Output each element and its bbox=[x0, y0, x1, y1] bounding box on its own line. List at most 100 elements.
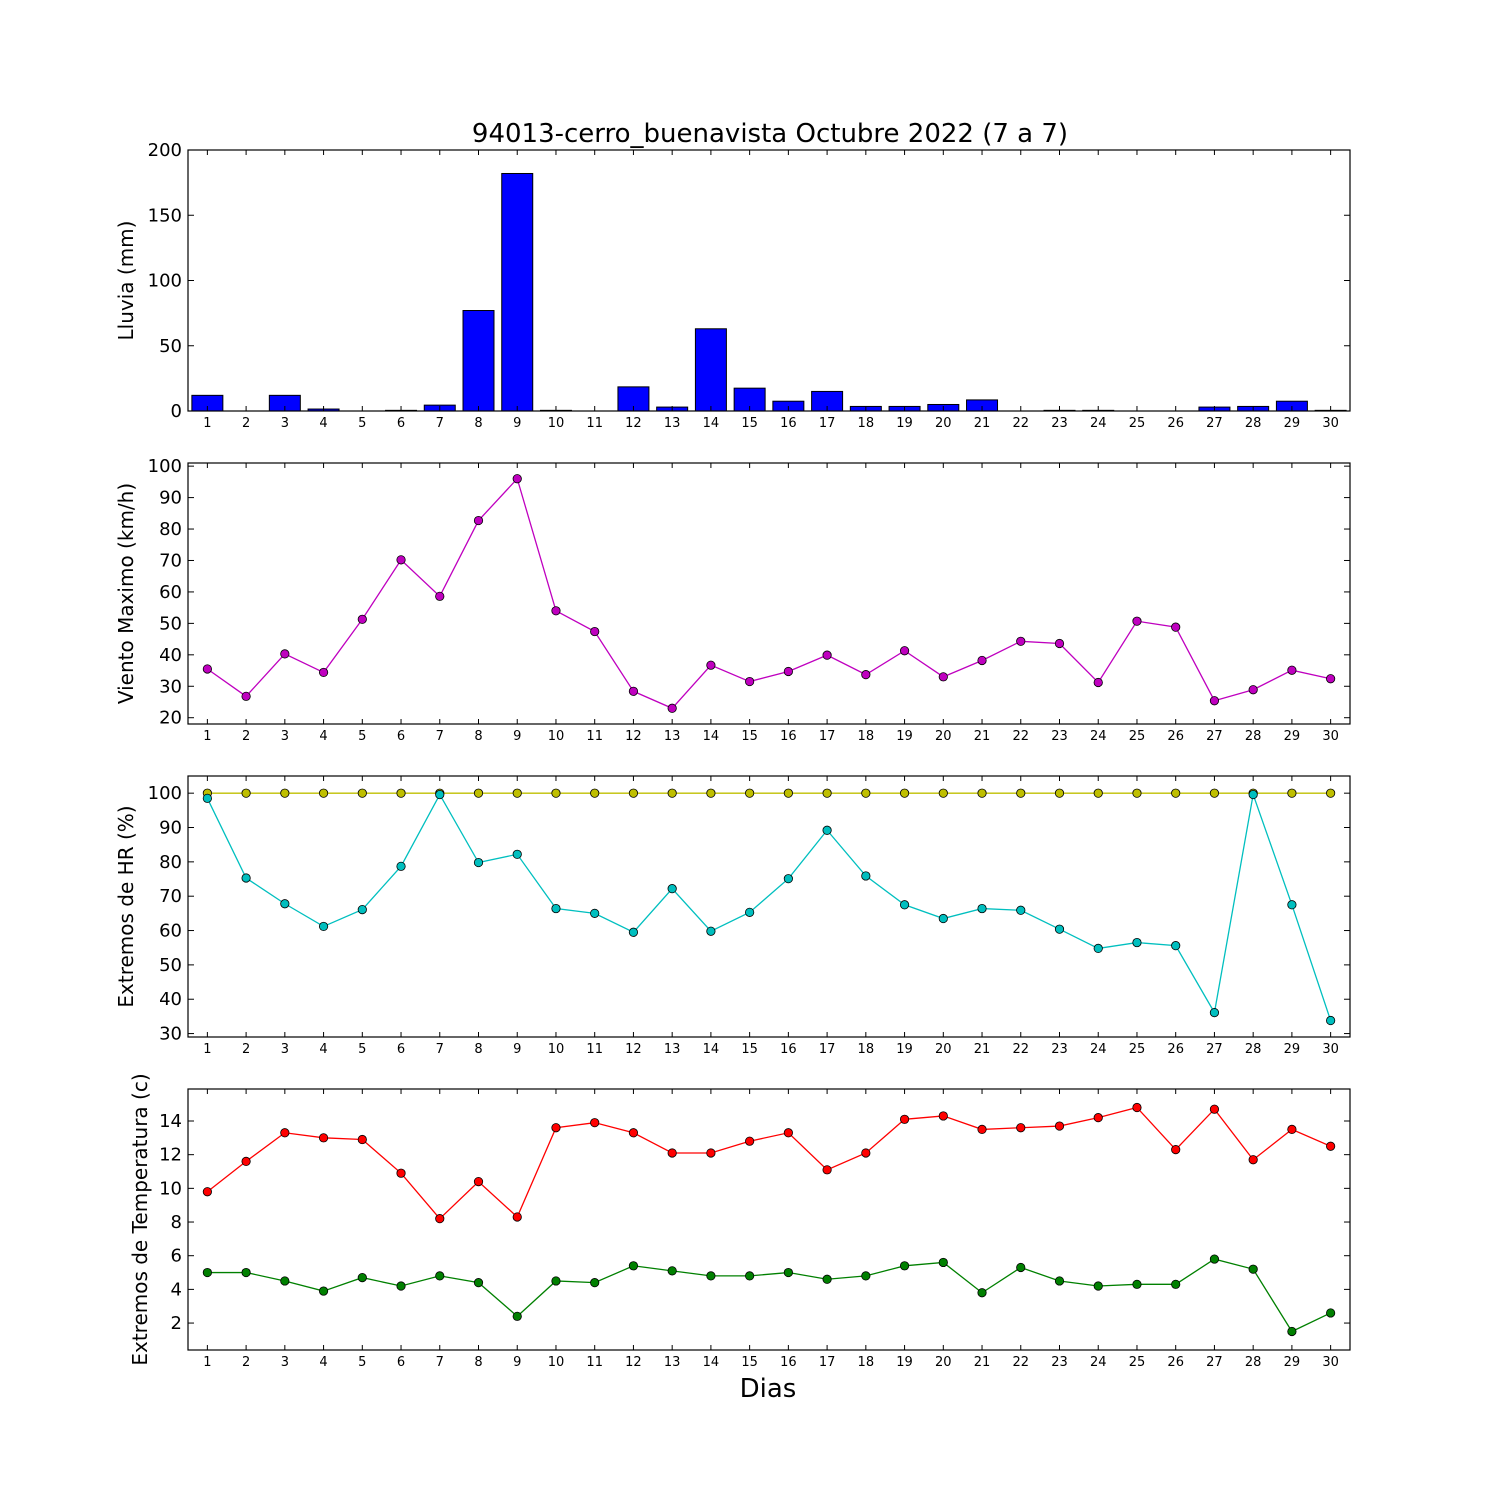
xtick-label-day-26: 26 bbox=[1167, 1042, 1184, 1057]
xtick-label-day-18: 18 bbox=[858, 729, 875, 744]
temp-series-1-point-day-19 bbox=[899, 1261, 910, 1271]
y-axis-label-temp: Extremos de Temperatura (c) bbox=[128, 1073, 152, 1365]
xtick-label-day-24: 24 bbox=[1090, 1355, 1107, 1370]
temp-series-0-point-day-9 bbox=[512, 1212, 522, 1222]
temp-series-0-point-day-19 bbox=[899, 1114, 910, 1124]
bar-day-8 bbox=[462, 310, 495, 412]
xtick-label-day-19: 19 bbox=[896, 729, 913, 744]
xtick-label-day-20: 20 bbox=[935, 1042, 952, 1057]
temp-series-0-point-day-13 bbox=[667, 1148, 677, 1158]
hr-series-1-point-day-23 bbox=[1054, 924, 1065, 934]
hr-series-1-point-day-1 bbox=[202, 793, 212, 803]
temp-series-1-point-day-8 bbox=[473, 1278, 484, 1288]
hr-series-1-point-day-21 bbox=[977, 903, 987, 914]
hr-series-0-point-day-17 bbox=[822, 788, 832, 798]
temp-series-0-point-day-20 bbox=[938, 1111, 948, 1121]
xtick-label-day-29: 29 bbox=[1284, 1042, 1301, 1057]
ytick-label-rain: 150 bbox=[148, 205, 182, 226]
wind-series-0-point-day-26 bbox=[1171, 622, 1181, 632]
ytick-label-hr: 70 bbox=[159, 886, 182, 907]
temp-series-0-point-day-15 bbox=[745, 1136, 755, 1146]
hr-series-0-point-day-19 bbox=[899, 788, 910, 798]
temp-series-1-point-day-10 bbox=[551, 1276, 561, 1286]
wind-series-0-point-day-14 bbox=[706, 660, 716, 670]
hr-series-1-point-day-20 bbox=[938, 913, 948, 924]
hr-series-1-point-day-25 bbox=[1132, 937, 1142, 948]
temp-series-1-point-day-7 bbox=[435, 1271, 445, 1281]
temp-series-0-point-day-22 bbox=[1016, 1123, 1026, 1133]
hr-series-0-point-day-6 bbox=[396, 788, 406, 798]
temp-series-1-point-day-3 bbox=[280, 1276, 290, 1286]
xtick-label-day-30: 30 bbox=[1322, 729, 1339, 744]
ytick-label-temp: 12 bbox=[159, 1145, 182, 1166]
hr-series-1-point-day-10 bbox=[551, 903, 561, 914]
xtick-label-day-10: 10 bbox=[548, 1355, 565, 1370]
hr-series-0-point-day-23 bbox=[1054, 788, 1065, 798]
hr-series-1-point-day-11 bbox=[590, 908, 600, 918]
xtick-label-day-17: 17 bbox=[819, 729, 836, 744]
wind-series-0-point-day-17 bbox=[822, 650, 832, 660]
ytick-label-temp: 6 bbox=[171, 1246, 182, 1267]
xtick-label-day-23: 23 bbox=[1051, 1355, 1068, 1370]
xtick-label-day-16: 16 bbox=[780, 729, 797, 744]
wind-series-0-point-day-19 bbox=[899, 646, 910, 656]
xtick-label-day-4: 4 bbox=[319, 416, 327, 431]
temp-series-1-point-day-20 bbox=[938, 1257, 948, 1268]
xtick-label-day-29: 29 bbox=[1284, 416, 1301, 431]
temp-series-0-line bbox=[206, 1106, 1331, 1220]
xtick-label-day-28: 28 bbox=[1245, 729, 1262, 744]
wind-series-0-point-day-12 bbox=[628, 686, 639, 696]
hr-series-1-point-day-2 bbox=[241, 873, 251, 883]
xtick-label-day-30: 30 bbox=[1322, 416, 1339, 431]
xtick-label-day-19: 19 bbox=[896, 416, 913, 431]
xtick-label-day-14: 14 bbox=[703, 729, 720, 744]
xtick-label-day-21: 21 bbox=[974, 1042, 991, 1057]
xtick-label-day-13: 13 bbox=[664, 1042, 681, 1057]
xtick-label-day-26: 26 bbox=[1167, 729, 1184, 744]
wind-series-0-point-day-10 bbox=[551, 606, 561, 616]
temp-series-1-point-day-16 bbox=[783, 1267, 793, 1278]
wind-series-0-line bbox=[206, 477, 1331, 710]
temp-series-1-point-day-1 bbox=[202, 1267, 212, 1278]
ytick-label-temp: 4 bbox=[171, 1279, 182, 1300]
xtick-label-day-10: 10 bbox=[548, 729, 565, 744]
xtick-label-day-20: 20 bbox=[935, 1355, 952, 1370]
temp-series-1-point-day-29 bbox=[1287, 1326, 1297, 1337]
xtick-label-day-16: 16 bbox=[780, 416, 797, 431]
hr-series-0-point-day-2 bbox=[241, 788, 251, 798]
temp-series-0-point-day-23 bbox=[1054, 1121, 1065, 1131]
xtick-label-day-30: 30 bbox=[1322, 1355, 1339, 1370]
xtick-label-day-3: 3 bbox=[281, 729, 289, 744]
xtick-label-day-26: 26 bbox=[1167, 1355, 1184, 1370]
hr-series-1-point-day-13 bbox=[667, 884, 677, 894]
hr-series-1-point-day-17 bbox=[822, 825, 832, 835]
hr-series-0-point-day-20 bbox=[938, 788, 948, 798]
wind-series-0-point-day-27 bbox=[1209, 696, 1220, 706]
temp-series-0-point-day-12 bbox=[628, 1128, 639, 1138]
xtick-label-day-1: 1 bbox=[203, 729, 211, 744]
wind-series-0-point-day-23 bbox=[1054, 638, 1065, 649]
wind-series-0-point-day-3 bbox=[280, 649, 290, 659]
temp-series-0-point-day-21 bbox=[977, 1124, 987, 1135]
temp-series-0-point-day-5 bbox=[357, 1134, 367, 1145]
hr-series-0-point-day-5 bbox=[357, 788, 367, 798]
xtick-label-day-27: 27 bbox=[1206, 1042, 1223, 1057]
xtick-label-day-13: 13 bbox=[664, 729, 681, 744]
xtick-label-day-2: 2 bbox=[242, 729, 250, 744]
temp-series-1-point-day-26 bbox=[1171, 1279, 1181, 1289]
xtick-label-day-7: 7 bbox=[436, 1355, 444, 1370]
xtick-label-day-28: 28 bbox=[1245, 1042, 1262, 1057]
temp-series-1-point-day-23 bbox=[1054, 1276, 1065, 1286]
temp-series-0-point-day-1 bbox=[202, 1187, 212, 1197]
xtick-label-day-7: 7 bbox=[436, 1042, 444, 1057]
xtick-label-day-3: 3 bbox=[281, 1042, 289, 1057]
xtick-label-day-8: 8 bbox=[474, 1355, 482, 1370]
temp-series-1-point-day-21 bbox=[977, 1288, 987, 1298]
plot-frame-rain bbox=[187, 149, 1351, 412]
xtick-label-day-9: 9 bbox=[513, 416, 521, 431]
temp-series-1-point-day-24 bbox=[1093, 1281, 1103, 1291]
xtick-label-day-22: 22 bbox=[1012, 729, 1029, 744]
temp-series-0-point-day-26 bbox=[1171, 1145, 1181, 1155]
ytick-label-hr: 90 bbox=[159, 818, 182, 839]
